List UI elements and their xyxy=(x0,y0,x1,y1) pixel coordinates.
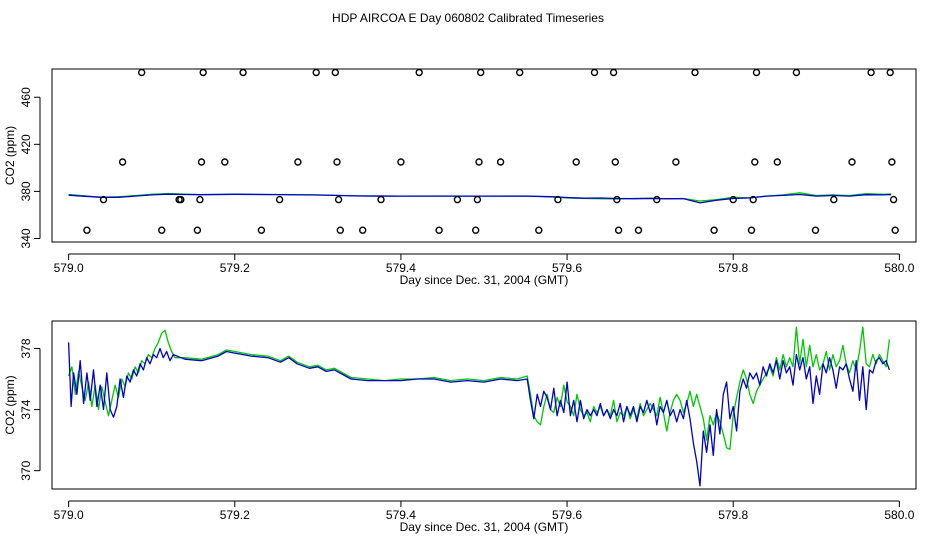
data-point xyxy=(157,226,166,234)
x-axis-label: Day since Dec. 31, 2004 (GMT) xyxy=(400,273,569,287)
figure-title: HDP AIRCOA E Day 060802 Calibrated Times… xyxy=(332,11,604,25)
data-point xyxy=(453,195,462,204)
data-point xyxy=(415,68,423,77)
data-point xyxy=(535,226,543,234)
data-point xyxy=(634,226,643,234)
x-tick-label: 579.0 xyxy=(54,261,84,275)
data-point xyxy=(99,195,108,204)
y-tick-label: 460 xyxy=(19,87,33,107)
zoomed-timeseries-panel: 579.0 579.2 579.4 579.6 579.8 580.0 Day since … xyxy=(3,320,917,534)
data-point xyxy=(747,226,756,234)
data-point xyxy=(751,158,759,166)
data-point xyxy=(848,158,856,166)
data-point xyxy=(613,195,621,204)
x-axis-label: Day since Dec. 31, 2004 (GMT) xyxy=(400,520,569,534)
x-tick-label: 579.8 xyxy=(718,508,748,522)
data-point xyxy=(554,195,562,204)
x-tick-label: 579.6 xyxy=(552,261,582,275)
x-tick-label: 579.8 xyxy=(718,261,748,275)
data-point xyxy=(196,195,204,204)
data-point xyxy=(614,226,623,234)
data-point xyxy=(710,226,718,234)
data-point xyxy=(83,226,91,234)
data-point xyxy=(137,68,146,77)
data-point xyxy=(312,68,320,77)
data-point xyxy=(729,195,737,204)
data-point xyxy=(572,158,580,166)
data-point xyxy=(830,195,838,204)
data-point xyxy=(118,158,127,166)
y-axis-label: CO2 (ppm) xyxy=(3,375,17,434)
data-point xyxy=(377,195,385,204)
data-point xyxy=(275,195,284,204)
y-tick-label: 420 xyxy=(19,134,33,154)
data-point xyxy=(472,226,480,234)
data-point xyxy=(611,158,619,166)
y-tick-label: 370 xyxy=(19,460,33,480)
series-1 xyxy=(67,326,891,450)
series-line xyxy=(67,326,891,450)
data-point xyxy=(792,68,801,77)
series-2 xyxy=(68,193,892,204)
x-tick-label: 579.2 xyxy=(220,508,250,522)
y-axis-label: CO2 (ppm) xyxy=(3,126,17,185)
data-point xyxy=(477,68,485,77)
x-tick-label: 579.4 xyxy=(386,508,416,522)
data-point xyxy=(294,158,302,166)
x-tick-label: 579.0 xyxy=(54,508,84,522)
data-point xyxy=(475,158,483,166)
data-point xyxy=(473,195,482,204)
data-point xyxy=(193,226,202,234)
x-tick-label: 580.0 xyxy=(884,508,914,522)
data-point xyxy=(435,226,443,234)
data-point xyxy=(811,226,820,234)
x-tick-label: 579.4 xyxy=(386,261,416,275)
data-point xyxy=(749,195,757,204)
data-point xyxy=(359,226,367,234)
series-line xyxy=(67,342,891,487)
calibrated-timeseries-panel: 579.0 579.2 579.4 579.6 579.8 580.0 Day since … xyxy=(3,68,917,287)
plot-frame xyxy=(51,320,917,490)
y-tick-label: 340 xyxy=(19,228,33,248)
series-3 xyxy=(83,68,899,234)
data-point xyxy=(331,68,339,77)
data-point xyxy=(197,158,206,166)
x-tick-label: 580.0 xyxy=(884,261,914,275)
plot-frame xyxy=(51,68,917,243)
series-2 xyxy=(67,342,891,487)
data-point xyxy=(221,158,229,166)
y-tick-label: 380 xyxy=(19,181,33,201)
data-point xyxy=(891,226,899,234)
data-point xyxy=(334,195,343,204)
data-point xyxy=(199,68,207,77)
data-point xyxy=(672,158,680,166)
y-tick-label: 374 xyxy=(19,399,33,419)
series-line xyxy=(68,193,892,204)
data-point xyxy=(867,68,875,77)
y-tick-label: 378 xyxy=(19,338,33,358)
data-point xyxy=(889,195,898,204)
data-point xyxy=(752,68,761,77)
data-point xyxy=(691,68,699,77)
data-point xyxy=(609,68,618,77)
x-tick-label: 579.6 xyxy=(552,508,582,522)
data-point xyxy=(257,226,266,234)
data-point xyxy=(177,195,185,204)
data-point xyxy=(239,68,247,77)
data-point xyxy=(590,68,599,77)
data-point xyxy=(888,158,896,166)
data-point xyxy=(886,68,894,77)
data-point xyxy=(516,68,524,77)
data-point xyxy=(397,158,405,166)
data-point xyxy=(773,158,781,166)
data-point xyxy=(333,158,341,166)
data-point xyxy=(653,195,661,204)
x-tick-label: 579.2 xyxy=(220,261,250,275)
data-point xyxy=(336,226,344,234)
data-point xyxy=(496,158,505,166)
